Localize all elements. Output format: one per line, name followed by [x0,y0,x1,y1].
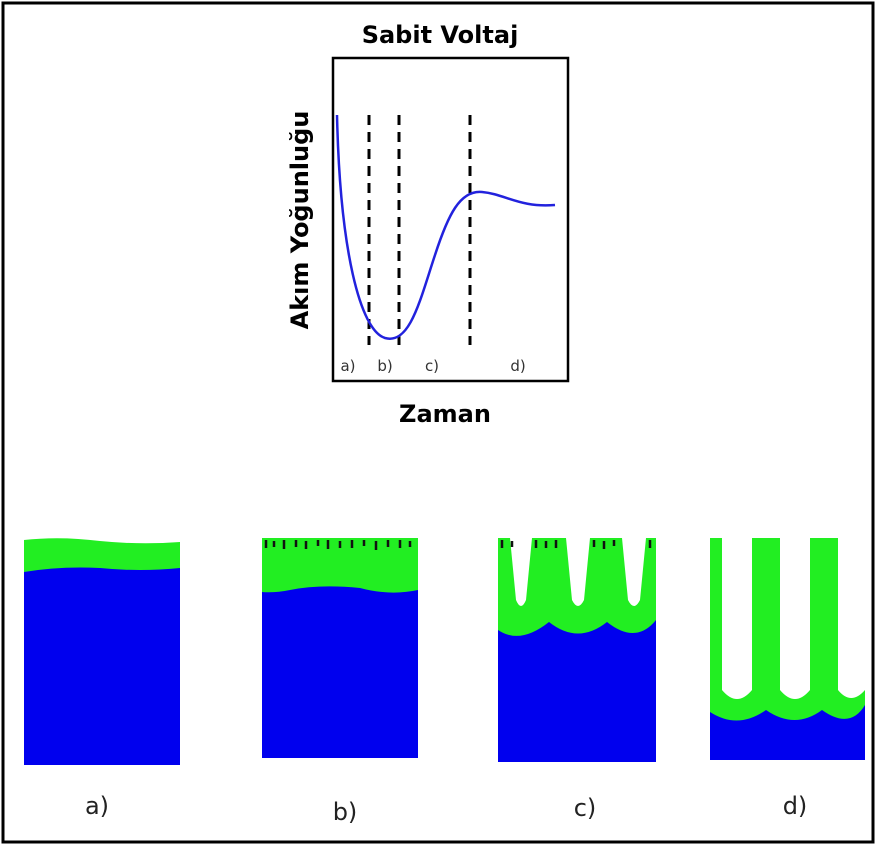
panel-label: a) [85,792,109,820]
panel-b [262,538,418,758]
panel-label: b) [333,798,358,826]
region-label: b) [377,357,392,375]
panel-label: d) [783,792,808,820]
panel-c [498,538,656,762]
panel-d [710,538,865,760]
title: Sabit Voltaj [362,21,519,49]
region-label: c) [425,357,439,375]
panel-a [24,538,180,765]
y-axis-label: Akım Yoğunluğu [286,111,314,330]
diagram: Sabit Voltaj Akım Yoğunluğu Zaman a) b) … [0,0,876,845]
region-label: a) [340,357,355,375]
x-axis-label: Zaman [399,400,491,428]
panel-label: c) [574,794,597,822]
region-label: d) [510,357,525,375]
